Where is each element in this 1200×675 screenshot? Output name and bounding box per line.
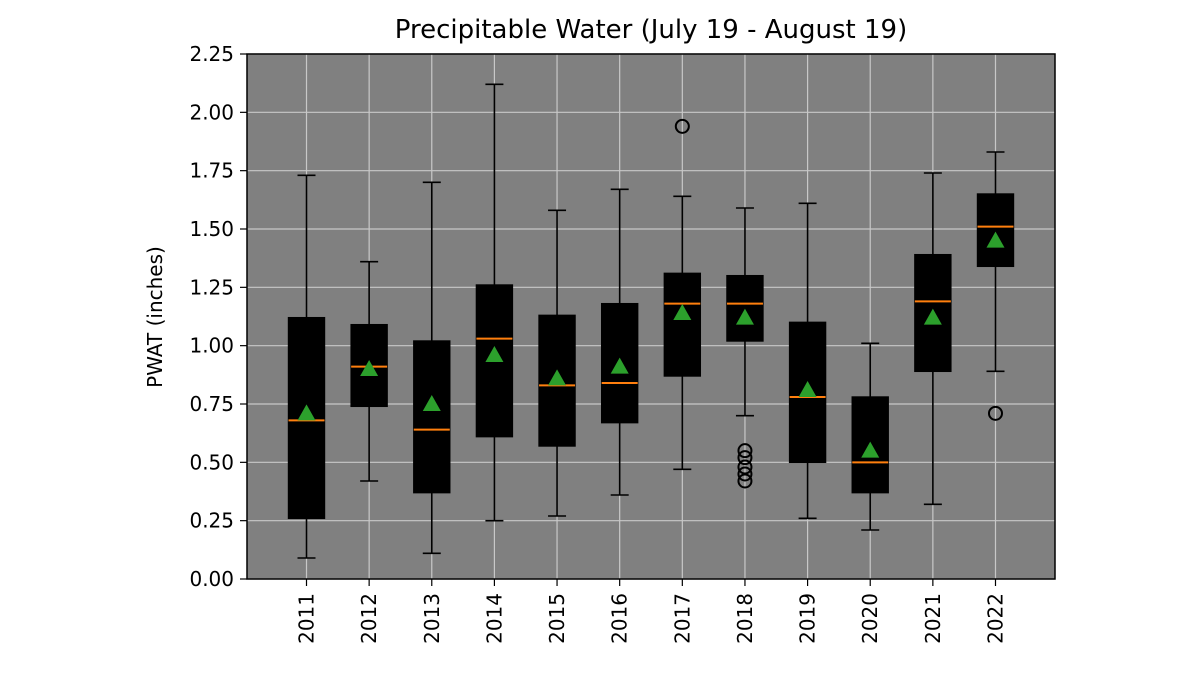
- y-axis-label: PWAT (inches): [143, 246, 167, 388]
- outlier-point: [674, 118, 690, 134]
- box-iqr: [976, 193, 1015, 268]
- y-tick-label: 0.25: [189, 509, 234, 533]
- chart-title: Precipitable Water (July 19 - August 19): [395, 15, 907, 45]
- x-tick-label: 2014: [482, 593, 506, 644]
- mean-marker: [673, 304, 692, 320]
- y-axis: 0.00 0.25 0.50 0.75 1.00 1.25 1.50 1.75 2.00 2.25: [189, 42, 247, 591]
- x-tick-label: 2018: [733, 593, 757, 644]
- x-tick-label: 2011: [295, 593, 319, 644]
- mean-marker: [485, 346, 504, 362]
- mean-marker: [986, 231, 1005, 248]
- mean-marker: [297, 404, 316, 421]
- outlier-point: [737, 450, 753, 466]
- y-tick-label: 2.00: [189, 100, 234, 124]
- x-tick-label: 2016: [608, 593, 632, 644]
- mean-marker: [548, 369, 567, 386]
- x-tick-label: 2012: [357, 593, 381, 644]
- x-tick-label: 2015: [545, 593, 569, 644]
- x-tick-label: 2019: [796, 593, 820, 644]
- x-tick-label: 2020: [858, 593, 882, 644]
- mean-marker: [422, 395, 441, 411]
- y-tick-label: 0.50: [189, 450, 234, 474]
- y-tick-label: 0.75: [189, 392, 234, 416]
- mean-marker: [610, 357, 629, 374]
- outlier-point: [737, 466, 753, 482]
- y-tick-label: 1.25: [189, 275, 234, 299]
- box-iqr: [413, 340, 451, 494]
- x-tick-label: 2017: [670, 593, 694, 644]
- x-tick-label: 2021: [921, 593, 945, 644]
- outlier-point: [737, 443, 753, 459]
- y-tick-label: 2.25: [189, 42, 234, 66]
- x-tick-label: 2022: [983, 593, 1007, 644]
- outlier-point: [737, 473, 753, 489]
- y-tick-label: 1.75: [189, 159, 234, 183]
- outlier-point: [987, 405, 1003, 421]
- y-tick-label: 0.00: [189, 567, 234, 591]
- y-tick-label: 1.00: [189, 334, 234, 358]
- box-iqr: [663, 272, 702, 377]
- mean-marker: [360, 360, 379, 376]
- mean-marker: [798, 381, 817, 397]
- plot-frame: [246, 53, 1056, 580]
- mean-marker: [861, 441, 880, 458]
- x-tick-label: 2013: [420, 593, 444, 644]
- mean-marker: [923, 308, 942, 325]
- y-tick-label: 1.50: [189, 217, 234, 241]
- box-series: [287, 83, 1015, 559]
- box-iqr: [726, 274, 764, 342]
- mean-marker: [735, 308, 754, 325]
- x-axis: 2011 2012 2013 2014 2015 2016 2017 2018 2019 2020…: [295, 579, 1007, 644]
